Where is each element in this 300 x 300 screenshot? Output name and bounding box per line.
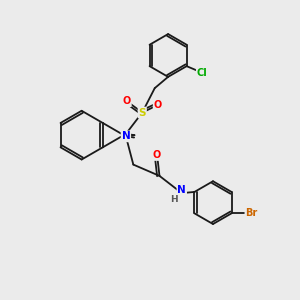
Text: Cl: Cl: [197, 68, 208, 78]
Text: O: O: [153, 150, 161, 160]
Text: N: N: [122, 131, 130, 141]
Text: S: S: [139, 107, 146, 118]
Text: O: O: [154, 100, 162, 110]
Text: H: H: [169, 195, 177, 204]
Text: N: N: [177, 184, 186, 195]
Text: O: O: [123, 96, 131, 106]
Text: Br: Br: [245, 208, 258, 218]
